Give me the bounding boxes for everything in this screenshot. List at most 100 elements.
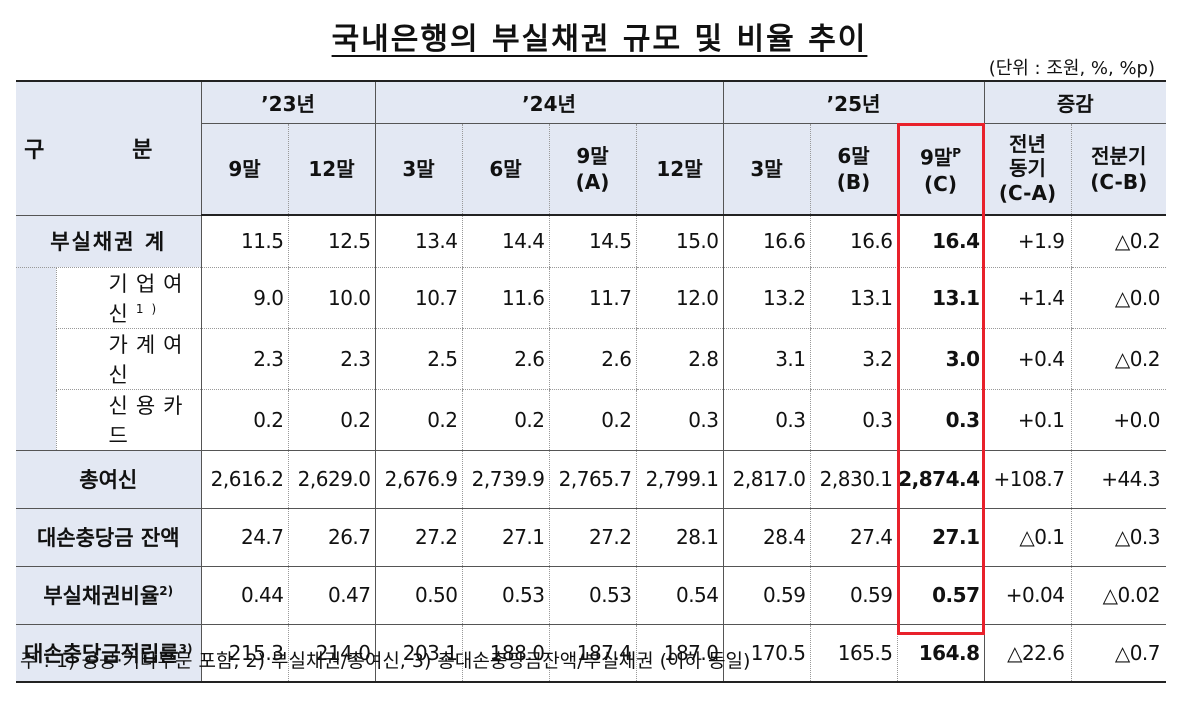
col-header: 3말 <box>722 123 810 216</box>
table-cell: 0.54 <box>635 566 723 625</box>
table-cell: 2,765.7 <box>548 450 636 509</box>
table-cell: 0.3 <box>635 389 723 451</box>
col-header: 9말 <box>200 123 288 216</box>
table-cell: 214.0 <box>287 624 375 683</box>
page-title: 국내은행의 부실채권 규모 및 비율 추이 <box>331 22 868 57</box>
table-cell: +44.3 <box>1070 450 1166 509</box>
year-header-2025: ’25년 <box>722 80 984 124</box>
table-cell: 27.2 <box>548 508 636 567</box>
table-cell: 2,874.4 <box>896 450 984 509</box>
row-label: 가계여신 <box>55 328 201 390</box>
table-cell: 11.7 <box>548 267 636 329</box>
table-row: 대손충당금 잔액 24.7 26.7 27.2 27.1 27.2 28.1 28.4 27.4… <box>16 508 1166 567</box>
table-cell: 16.6 <box>809 215 897 268</box>
table-cell: +0.4 <box>983 328 1071 390</box>
table-cell: 2,629.0 <box>287 450 375 509</box>
table-cell: 0.2 <box>374 389 462 451</box>
row-indent <box>16 328 56 389</box>
table-cell: +0.1 <box>983 389 1071 451</box>
table-cell: 170.5 <box>722 624 810 683</box>
row-label: 총여신 <box>16 450 201 509</box>
row-label: 대손충당금적립률3) <box>16 624 201 683</box>
table-cell: 12.0 <box>635 267 723 329</box>
table-row: 신용카드 0.2 0.2 0.2 0.2 0.2 0.3 0.3 0.3 0.3 +0.1 +0.0 <box>16 389 1166 451</box>
table-cell: +1.9 <box>983 215 1071 268</box>
table-cell: 11.6 <box>461 267 549 329</box>
footnote: 주 : 1) 공공·기타부문 포함, 2) 부실채권/총여신, 3) 총대손충당… <box>20 650 751 672</box>
table-cell: △0.3 <box>1070 508 1166 567</box>
col-header: 12말 <box>635 123 723 216</box>
table-cell: △0.02 <box>1070 566 1166 625</box>
table-cell: 3.2 <box>809 328 897 390</box>
table-cell: 0.59 <box>809 566 897 625</box>
table-cell: 24.7 <box>200 508 288 567</box>
table-cell: 2.3 <box>287 328 375 390</box>
col-header: 9말 (A) <box>548 123 636 216</box>
table-cell: 27.1 <box>461 508 549 567</box>
year-header-change: 증감 <box>983 80 1166 124</box>
row-label: 부실채권 계 <box>16 215 201 268</box>
table-cell: 187.0 <box>635 624 723 683</box>
table-cell: △0.2 <box>1070 215 1166 268</box>
table-cell: 11.5 <box>200 215 288 268</box>
table-cell: 164.8 <box>896 624 984 683</box>
row-label: 대손충당금 잔액 <box>16 508 201 567</box>
table-cell: 203.1 <box>374 624 462 683</box>
table-cell: 2,799.1 <box>635 450 723 509</box>
table-cell: 2,817.0 <box>722 450 810 509</box>
table-cell: 0.2 <box>548 389 636 451</box>
col-header: 12말 <box>287 123 375 216</box>
table-cell: 2.3 <box>200 328 288 390</box>
table-cell: 2.8 <box>635 328 723 390</box>
table-cell: 16.6 <box>722 215 810 268</box>
table-cell: △0.0 <box>1070 267 1166 329</box>
table-cell: 27.2 <box>374 508 462 567</box>
table-cell: 27.4 <box>809 508 897 567</box>
table-cell: 2.6 <box>548 328 636 390</box>
table-cell: 27.1 <box>896 508 984 567</box>
table-cell: 2.5 <box>374 328 462 390</box>
table-cell: 2,616.2 <box>200 450 288 509</box>
table-cell: 13.2 <box>722 267 810 329</box>
table-row: 총여신 2,616.2 2,629.0 2,676.9 2,739.9 2,765.7 2,… <box>16 450 1166 509</box>
table-cell: 13.1 <box>896 267 984 329</box>
table-cell: 0.53 <box>548 566 636 625</box>
col-header-highlight: 9말P (C) <box>896 123 984 216</box>
table-cell: 12.5 <box>287 215 375 268</box>
col-header: 3말 <box>374 123 462 216</box>
table-cell: 0.3 <box>809 389 897 451</box>
col-header: 6말 (B) <box>809 123 897 216</box>
table-cell: 16.4 <box>896 215 984 268</box>
table-cell: 2,830.1 <box>809 450 897 509</box>
year-header-2024: ’24년 <box>374 80 723 124</box>
table-cell: +1.4 <box>983 267 1071 329</box>
table-cell: 10.0 <box>287 267 375 329</box>
table-cell: 15.0 <box>635 215 723 268</box>
table-cell: +0.04 <box>983 566 1071 625</box>
bad-loans-table: 구 분 ’23년 ’24년 ’25년 증감 9말 12말 3말 6말 9말 (A)… <box>16 80 1166 683</box>
table-cell: 28.1 <box>635 508 723 567</box>
table-cell: 2,676.9 <box>374 450 462 509</box>
table-row: 가계여신 2.3 2.3 2.5 2.6 2.6 2.8 3.1 3.2 3.0 +0.4 △0.2 <box>16 328 1166 390</box>
row-header-label: 구 분 <box>16 80 201 216</box>
row-label: 신용카드 <box>55 389 201 451</box>
table-cell: 0.2 <box>461 389 549 451</box>
table-cell: 0.53 <box>461 566 549 625</box>
table-cell: 215.3 <box>200 624 288 683</box>
year-header-2023: ’23년 <box>200 80 375 124</box>
col-header: 6말 <box>461 123 549 216</box>
table-cell: +108.7 <box>983 450 1071 509</box>
table-row: 부실채권비율2) 0.44 0.47 0.50 0.53 0.53 0.54 0.59 0.59… <box>16 566 1166 625</box>
table-cell: 0.2 <box>287 389 375 451</box>
table-cell: 2,739.9 <box>461 450 549 509</box>
table-cell: △0.7 <box>1070 624 1166 683</box>
table-cell: 165.5 <box>809 624 897 683</box>
table-cell: 28.4 <box>722 508 810 567</box>
table-cell: 0.44 <box>200 566 288 625</box>
table-cell: 0.47 <box>287 566 375 625</box>
col-header: 전분기 (C-B) <box>1070 123 1166 216</box>
table-cell: 187.4 <box>548 624 636 683</box>
table-cell: 0.2 <box>200 389 288 451</box>
table-cell: 10.7 <box>374 267 462 329</box>
table-cell: 26.7 <box>287 508 375 567</box>
